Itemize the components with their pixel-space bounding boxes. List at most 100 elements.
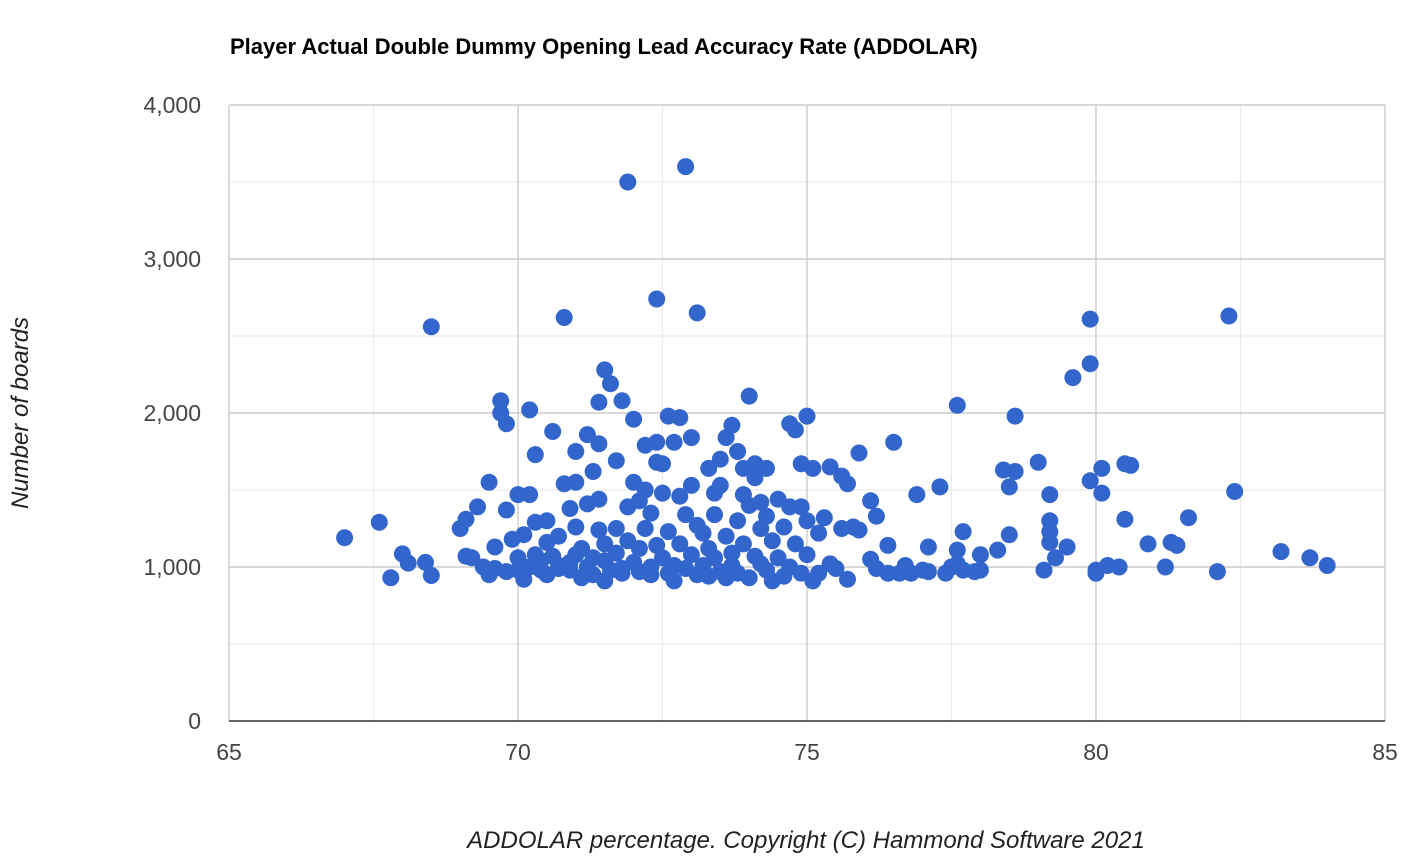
data-point bbox=[336, 529, 354, 547]
data-point bbox=[1081, 355, 1099, 373]
data-point bbox=[596, 361, 614, 379]
data-point bbox=[654, 455, 671, 473]
chart-title: Player Actual Double Dummy Opening Lead … bbox=[230, 34, 978, 59]
data-point bbox=[706, 506, 723, 524]
x-tick-label: 85 bbox=[1372, 739, 1398, 765]
data-point bbox=[1006, 463, 1024, 480]
data-point bbox=[1035, 561, 1053, 579]
data-point bbox=[792, 498, 810, 516]
data-point bbox=[1220, 307, 1238, 325]
data-point bbox=[1006, 407, 1024, 425]
data-point bbox=[1093, 484, 1111, 502]
data-point bbox=[590, 490, 608, 508]
data-point bbox=[480, 473, 498, 491]
data-point bbox=[1041, 533, 1059, 551]
y-tick-label: 4,000 bbox=[143, 92, 201, 118]
data-point bbox=[1139, 535, 1157, 553]
data-point bbox=[613, 392, 631, 410]
data-point bbox=[1110, 558, 1128, 576]
data-point bbox=[746, 469, 764, 487]
data-point bbox=[734, 535, 752, 553]
data-point bbox=[752, 493, 770, 511]
data-point bbox=[798, 546, 816, 564]
data-point bbox=[786, 421, 804, 439]
data-point bbox=[567, 473, 585, 491]
data-point bbox=[671, 487, 689, 505]
data-point bbox=[636, 520, 654, 537]
data-point bbox=[555, 309, 573, 326]
data-point bbox=[584, 463, 602, 480]
data-point bbox=[642, 566, 660, 584]
data-point bbox=[1168, 536, 1186, 554]
data-point bbox=[688, 304, 706, 322]
data-point bbox=[1301, 549, 1319, 567]
data-point bbox=[758, 459, 775, 477]
data-point bbox=[723, 416, 741, 434]
data-point bbox=[630, 540, 648, 557]
data-point bbox=[763, 532, 781, 550]
data-point bbox=[740, 387, 758, 405]
data-point bbox=[422, 567, 440, 584]
data-point bbox=[810, 564, 828, 582]
data-point bbox=[919, 538, 937, 556]
data-point bbox=[636, 481, 654, 499]
data-point bbox=[948, 396, 966, 414]
data-point bbox=[497, 501, 515, 519]
data-point bbox=[573, 540, 591, 557]
data-point bbox=[908, 486, 926, 504]
data-point bbox=[590, 393, 608, 411]
data-point bbox=[567, 443, 585, 460]
data-point bbox=[567, 518, 585, 536]
data-point bbox=[1156, 558, 1174, 576]
x-tick-label: 75 bbox=[794, 739, 820, 765]
data-point bbox=[1272, 543, 1290, 561]
data-point bbox=[769, 549, 787, 567]
data-point bbox=[1000, 526, 1018, 544]
data-point bbox=[723, 544, 741, 562]
x-tick-label: 70 bbox=[505, 739, 531, 765]
data-point bbox=[659, 523, 677, 541]
data-point bbox=[804, 459, 822, 477]
y-tick-label: 1,000 bbox=[143, 554, 201, 580]
data-point bbox=[971, 561, 989, 579]
data-point bbox=[850, 444, 868, 462]
data-point bbox=[839, 475, 856, 493]
data-point bbox=[931, 478, 949, 496]
data-point bbox=[515, 526, 533, 544]
data-point bbox=[850, 521, 868, 539]
data-point bbox=[919, 563, 937, 581]
x-tick-label: 65 bbox=[216, 739, 242, 765]
data-point bbox=[602, 375, 619, 393]
data-point bbox=[867, 507, 885, 525]
data-point bbox=[711, 450, 729, 468]
data-point bbox=[648, 290, 666, 308]
data-point bbox=[544, 423, 562, 440]
y-tick-label: 0 bbox=[188, 708, 201, 734]
data-point bbox=[1000, 478, 1018, 496]
data-point bbox=[619, 173, 637, 191]
data-point bbox=[590, 521, 608, 539]
data-point bbox=[694, 524, 712, 542]
data-point bbox=[526, 446, 544, 464]
data-point bbox=[671, 535, 689, 553]
data-point bbox=[971, 546, 989, 564]
data-point bbox=[1122, 456, 1140, 474]
data-point bbox=[879, 536, 897, 554]
x-tick-label: 80 bbox=[1083, 739, 1109, 765]
data-point bbox=[1058, 538, 1076, 556]
y-tick-label: 2,000 bbox=[143, 400, 201, 426]
data-point bbox=[578, 426, 596, 444]
data-point bbox=[948, 541, 966, 559]
data-point bbox=[1081, 472, 1099, 490]
data-point bbox=[729, 512, 747, 530]
data-point bbox=[492, 392, 510, 410]
data-point bbox=[665, 433, 683, 451]
data-point bbox=[521, 486, 539, 504]
data-point bbox=[677, 506, 695, 524]
data-point bbox=[654, 484, 671, 502]
data-point bbox=[758, 507, 775, 525]
data-point bbox=[550, 527, 567, 545]
data-point bbox=[1226, 483, 1244, 500]
data-point bbox=[798, 512, 816, 530]
data-point bbox=[1093, 459, 1111, 477]
